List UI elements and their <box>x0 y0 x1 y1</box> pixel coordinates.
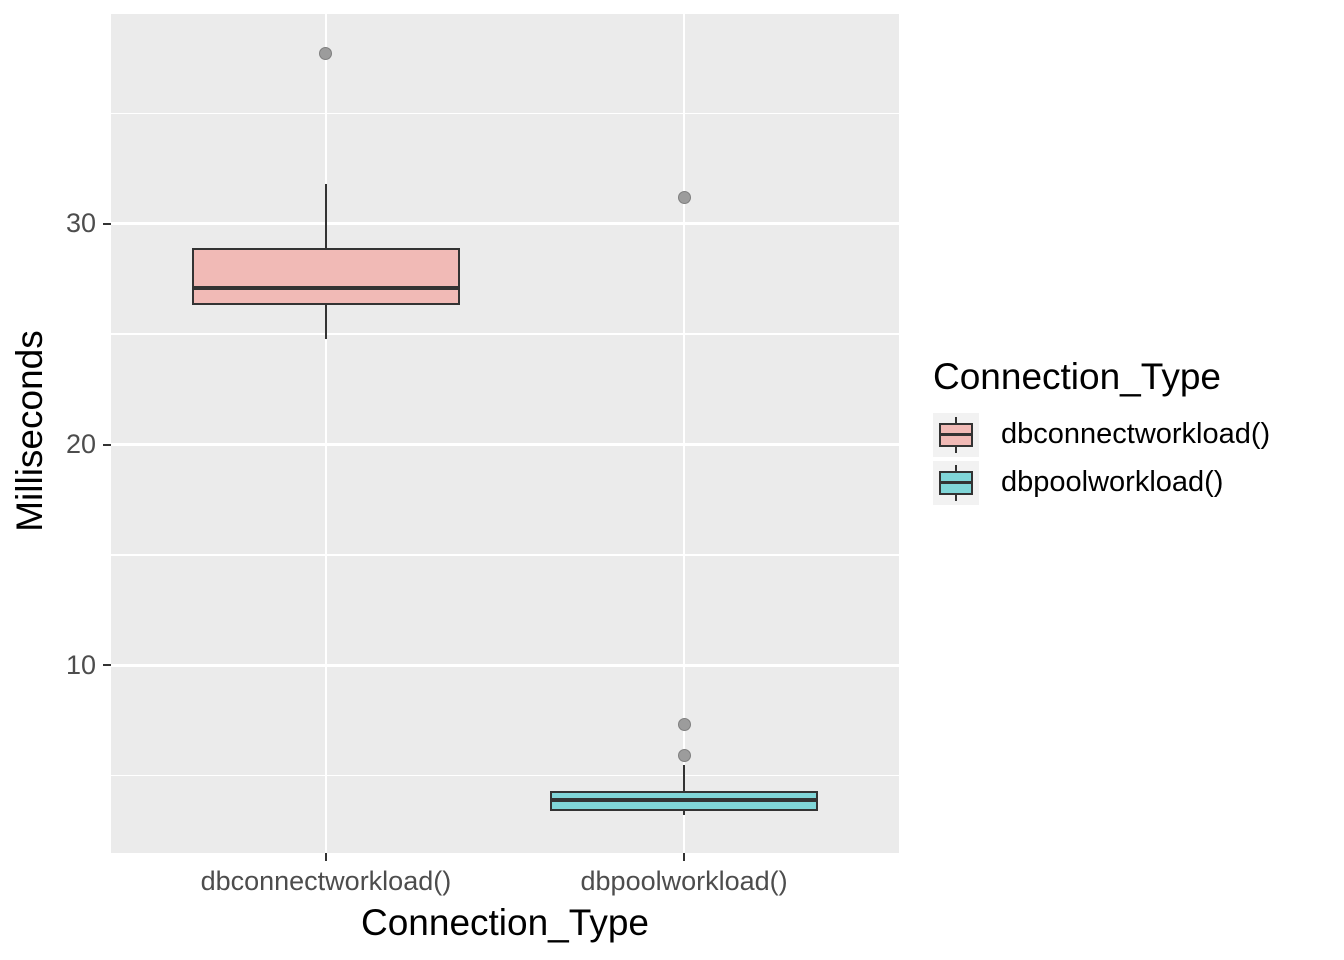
legend-entry-dbconnectworkload: dbconnectworkload() <box>933 412 1270 457</box>
box-iqr <box>191 248 461 306</box>
median-line <box>549 797 819 803</box>
major-gridline <box>111 664 899 667</box>
outlier-point <box>677 718 691 732</box>
minor-gridline <box>111 775 899 777</box>
boxplot-key-icon <box>933 460 979 505</box>
key-box <box>939 422 973 447</box>
outlier-point <box>677 749 691 763</box>
outlier-point <box>677 190 691 204</box>
major-gridline <box>111 443 899 446</box>
major-gridline <box>111 222 899 226</box>
minor-gridline <box>111 333 899 335</box>
x-tick-mark <box>683 853 686 861</box>
plot-panel <box>111 14 899 853</box>
outlier-point <box>319 47 333 61</box>
key-median-line <box>941 433 971 436</box>
whisker-line <box>682 764 686 816</box>
x-tick-label: dbconnectworkload() <box>200 866 452 896</box>
y-tick-label: 10 <box>65 649 96 680</box>
legend-entry-dbpoolworkload: dbpoolworkload() <box>933 460 1270 505</box>
x-tick-label: dbpoolworkload() <box>580 866 788 896</box>
y-tick-mark <box>103 443 111 446</box>
minor-gridline <box>111 554 899 556</box>
legend-label: dbpoolworkload() <box>1001 466 1224 498</box>
major-gridline-vertical <box>324 14 328 853</box>
legend-label: dbconnectworkload() <box>1001 418 1271 450</box>
y-tick-label: 20 <box>65 429 96 460</box>
key-box <box>939 470 973 495</box>
x-tick-mark <box>324 853 327 861</box>
median-line <box>191 285 461 291</box>
y-tick-label: 30 <box>65 208 96 239</box>
x-axis-title: Connection_Type <box>361 902 649 943</box>
legend: Connection_Type dbconnectworkload() dbpo… <box>933 356 1270 508</box>
major-gridline-vertical <box>682 14 686 853</box>
legend-title: Connection_Type <box>933 356 1221 397</box>
boxplot-key-icon <box>933 412 979 457</box>
y-tick-mark <box>103 664 111 667</box>
minor-gridline <box>111 112 899 114</box>
y-tick-mark <box>103 222 111 225</box>
key-median-line <box>941 481 971 484</box>
